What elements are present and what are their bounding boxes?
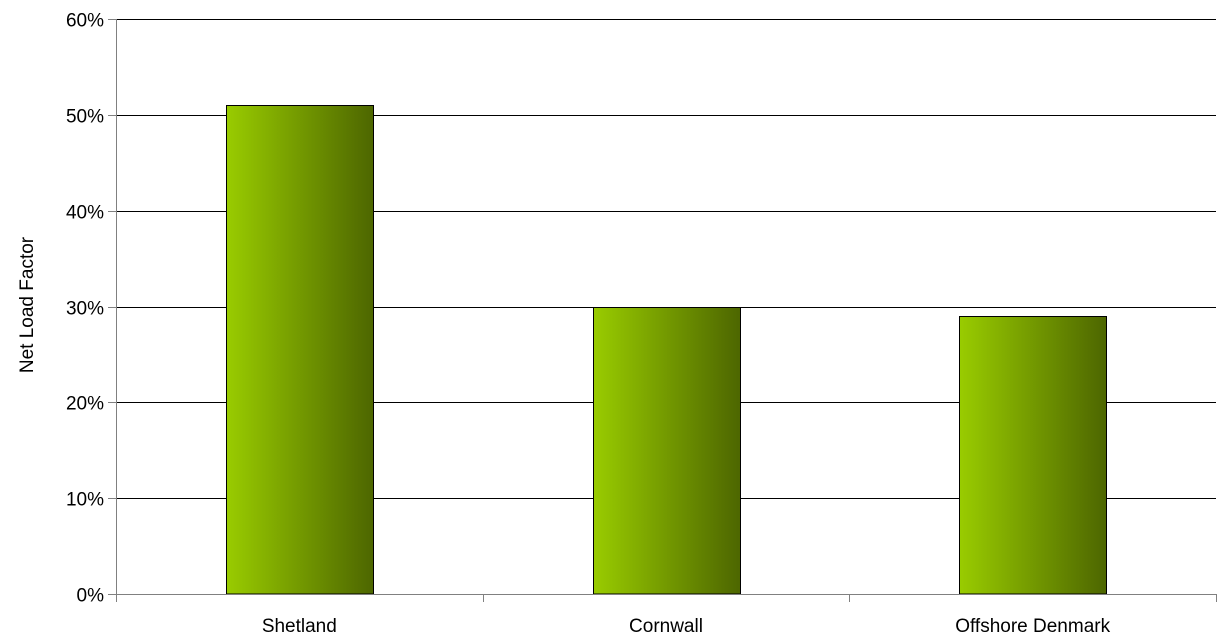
- bar-cornwall: [593, 307, 741, 595]
- bars: [226, 105, 1107, 595]
- axes: [108, 19, 1217, 602]
- y-axis-title: Net Load Factor: [17, 236, 38, 373]
- x-category-label: Offshore Denmark: [955, 616, 1110, 637]
- y-tick-label: 40%: [66, 203, 104, 224]
- x-category-label: Shetland: [262, 616, 337, 637]
- y-tick-label: 30%: [66, 299, 104, 320]
- bar-offshore-denmark: [959, 316, 1107, 595]
- y-tick-label: 10%: [66, 490, 104, 511]
- y-tick-label: 60%: [66, 11, 104, 32]
- y-tick-label: 20%: [66, 394, 104, 415]
- y-tick-label: 0%: [77, 586, 105, 607]
- bar-shetland: [226, 105, 374, 595]
- labels: 0% 10% 20% 30% 40% 50% 60% Shetland Cornwall Offs…: [66, 11, 1111, 638]
- x-category-label: Cornwall: [629, 616, 703, 637]
- y-tick-label: 50%: [66, 107, 104, 128]
